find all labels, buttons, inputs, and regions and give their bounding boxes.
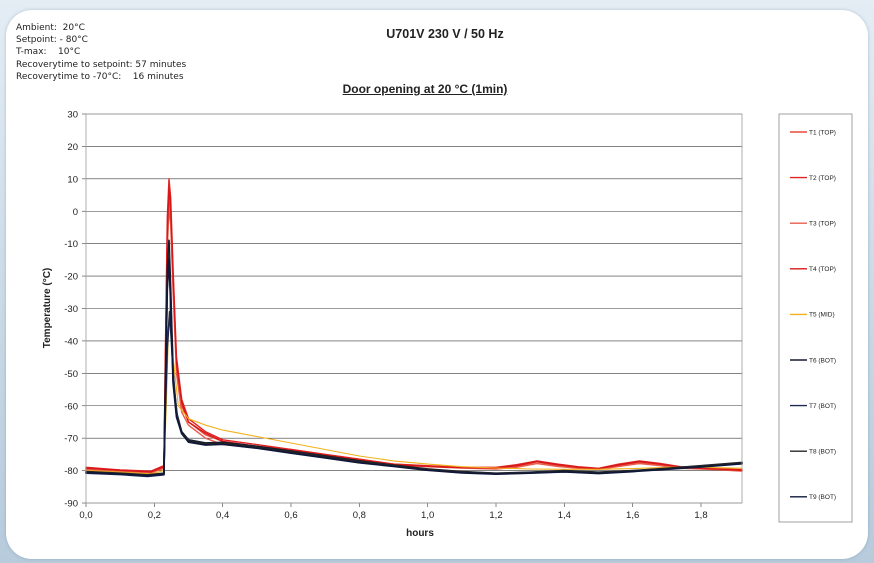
x-tick-label: 0,4 <box>216 510 229 521</box>
y-tick-label: 0 <box>73 207 78 218</box>
legend-label: T7 (BOT) <box>809 403 836 410</box>
series-line <box>85 178 743 472</box>
legend-label: T1 (TOP) <box>809 129 836 136</box>
x-tick-label: 0,6 <box>284 510 297 521</box>
x-axis-label: hours <box>406 528 434 539</box>
series-line <box>85 259 743 477</box>
y-tick-label: 10 <box>67 174 78 185</box>
y-tick-label: -30 <box>64 304 78 315</box>
condition-setpoint: Setpoint: - 80°C <box>16 35 88 46</box>
x-tick-label: 0,0 <box>79 510 92 521</box>
legend-label: T3 (TOP) <box>809 221 836 228</box>
y-tick-label: -70 <box>64 434 78 445</box>
x-tick-label: 1,8 <box>694 510 707 521</box>
legend-label: T9 (BOT) <box>809 494 836 501</box>
condition-recovery-setpoint: Recoverytime to setpoint: 57 minutes <box>16 59 187 70</box>
series-line <box>85 200 743 473</box>
x-tick-label: 1,2 <box>489 510 502 521</box>
legend-label: T4 (TOP) <box>809 266 836 273</box>
legend-label: T5 (MID) <box>809 312 835 319</box>
y-tick-label: -20 <box>64 272 78 283</box>
x-tick-label: 1,6 <box>626 510 639 521</box>
x-tick-label: 1,0 <box>421 510 434 521</box>
x-tick-label: 0,8 <box>353 510 366 521</box>
series-line <box>85 252 743 476</box>
legend-label: T2 (TOP) <box>809 175 836 182</box>
x-tick-label: 0,2 <box>148 510 161 521</box>
series-line <box>85 187 743 473</box>
y-axis-ticks: 30 20 10 0 -10 -20 -30 -40 -50 -60 -70 -80 -90 <box>64 110 86 510</box>
y-tick-label: 20 <box>67 142 78 153</box>
legend: T1 (TOP) T2 (TOP) T3 (TOP) T4 (TOP) T5 (MID)… <box>790 129 836 501</box>
x-axis-ticks: 0,0 0,2 0,4 0,6 0,8 1,0 1,2 1,4 1,6 1,8 <box>79 503 708 521</box>
series-line <box>85 239 743 477</box>
y-tick-label: -10 <box>64 239 78 250</box>
series-line <box>85 207 743 474</box>
x-tick-label: 1,4 <box>558 510 571 521</box>
test-conditions: Ambient: 20°C Setpoint: - 80°C T-max: 10… <box>16 22 186 83</box>
condition-recovery-70: Recoverytime to -70°C: 16 minutes <box>16 71 184 82</box>
condition-ambient: Ambient: 20°C <box>16 23 85 33</box>
grid-lines <box>86 113 742 504</box>
series-line <box>85 310 743 478</box>
series-line <box>85 294 743 475</box>
y-tick-label: 30 <box>67 110 78 121</box>
chart-subtitle: Door opening at 20 °C (1min) <box>342 82 508 96</box>
legend-box <box>778 113 853 523</box>
y-tick-label: -80 <box>64 466 78 477</box>
y-tick-label: -40 <box>64 336 78 347</box>
series-lines <box>85 178 743 478</box>
legend-label: T6 (BOT) <box>809 357 836 364</box>
chart-title: U701V 230 V / 50 Hz <box>386 27 504 41</box>
condition-tmax: T-max: 10°C <box>16 47 81 58</box>
legend-label: T8 (BOT) <box>809 449 836 456</box>
y-tick-label: -60 <box>64 401 78 412</box>
plot-frame <box>85 113 743 504</box>
y-tick-label: -50 <box>64 369 78 380</box>
y-axis-label: Temperature (°C) <box>42 268 53 349</box>
y-tick-label: -90 <box>64 499 78 510</box>
